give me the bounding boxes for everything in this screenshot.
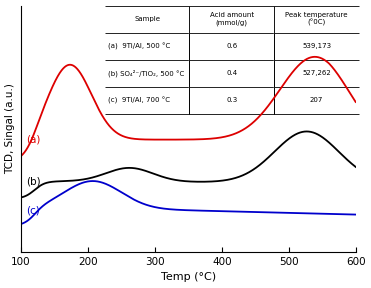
Text: (b): (b) (26, 176, 41, 186)
Text: (c): (c) (26, 206, 40, 216)
Y-axis label: TCD, Singal (a.u.): TCD, Singal (a.u.) (6, 83, 16, 174)
X-axis label: Temp (°C): Temp (°C) (161, 272, 216, 283)
Text: (a): (a) (26, 134, 41, 145)
